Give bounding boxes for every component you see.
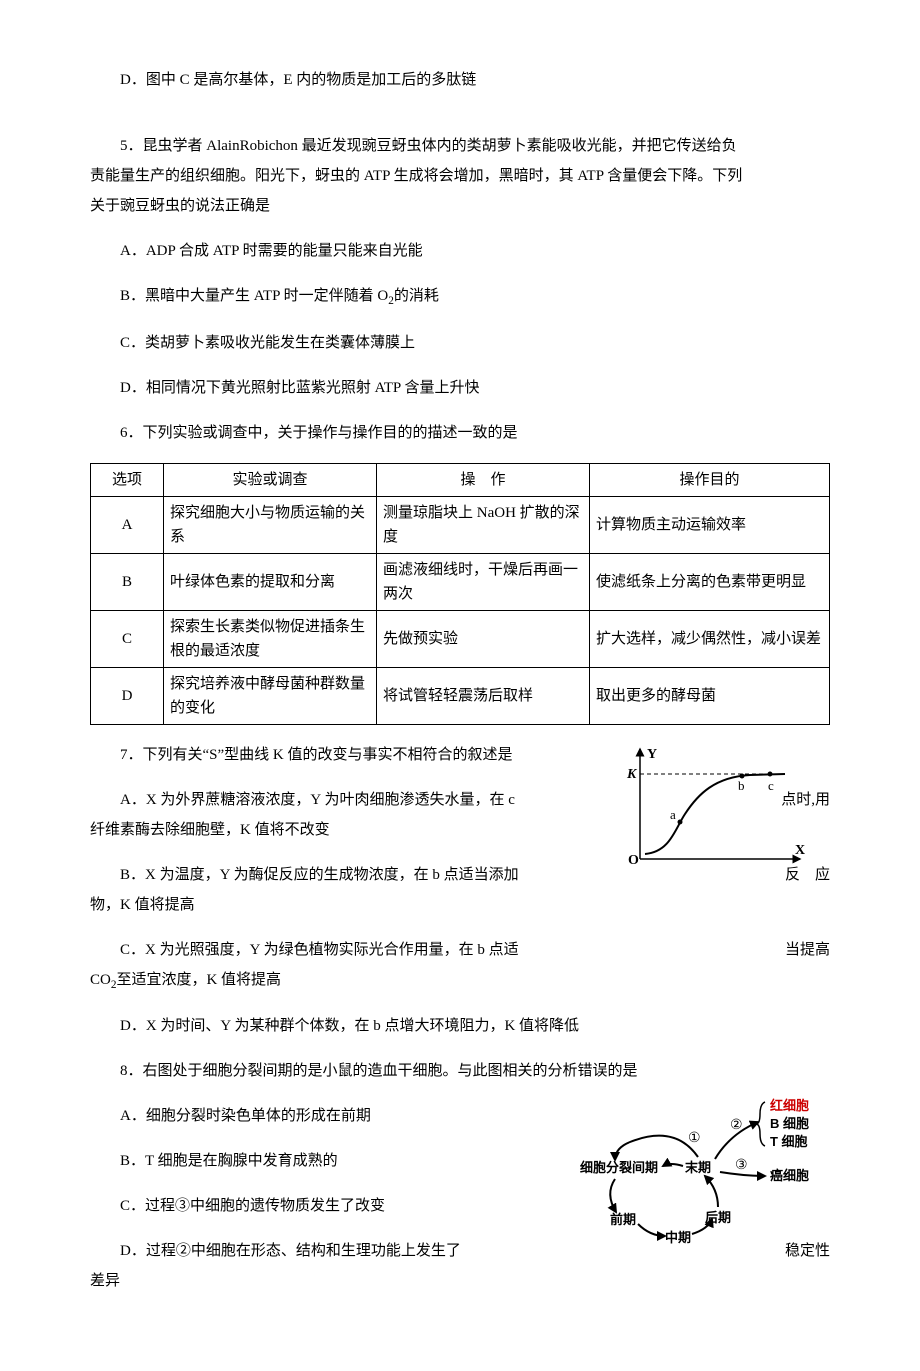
td-option: B [91,553,164,610]
q7-option-b-line2: 物，K 值将提高 [90,890,830,920]
th-experiment: 实验或调查 [164,463,377,496]
th-purpose: 操作目的 [590,463,830,496]
q8-option-d-line2: 差异 [90,1266,830,1296]
q8-stem: 8．右图处于细胞分裂间期的是小鼠的造血干细胞。与此图相关的分析错误的是 [90,1056,830,1086]
point-a-label: a [670,807,676,822]
td-option: A [91,496,164,553]
td-experiment: 叶绿体色素的提取和分离 [164,553,377,610]
table-row: D 探究培养液中酵母菌种群数量的变化 将试管轻轻震荡后取样 取出更多的酵母菌 [91,667,830,724]
td-option: C [91,610,164,667]
td-purpose: 计算物质主动运输效率 [590,496,830,553]
t-cell-label: T 细胞 [770,1134,808,1149]
td-operation: 画滤液细线时，干燥后再画一两次 [377,553,590,610]
circled-3: ③ [735,1156,748,1172]
td-experiment: 探究培养液中酵母菌种群数量的变化 [164,667,377,724]
q5-stem-line3: 关于豌豆蚜虫的说法正确是 [90,191,830,221]
table-row: C 探索生长素类似物促进插条生根的最适浓度 先做预实验 扩大选样，减少偶然性，减… [91,610,830,667]
q7-b-text: B．X 为温度，Y 为酶促反应的生成物浓度，在 b 点适当添加 [120,867,519,883]
q6-table: 选项 实验或调查 操 作 操作目的 A 探究细胞大小与物质运输的关系 测量琼脂块… [90,463,830,725]
prophase-label: 前期 [610,1212,636,1227]
k-label: K [626,767,638,782]
td-experiment: 探究细胞大小与物质运输的关系 [164,496,377,553]
q5-option-a: A．ADP 合成 ATP 时需要的能量只能来自光能 [90,236,830,266]
point-c-label: c [768,778,774,793]
table-row: A 探究细胞大小与物质运输的关系 测量琼脂块上 NaOH 扩散的深度 计算物质主… [91,496,830,553]
td-purpose: 扩大选样，减少偶然性，减小误差 [590,610,830,667]
axis-x-label: X [795,843,805,858]
q5-option-d: D．相同情况下黄光照射比蓝紫光照射 ATP 含量上升快 [90,373,830,403]
q7-s-curve-graph: Y X O K a b c [620,744,810,874]
th-option: 选项 [91,463,164,496]
td-operation: 先做预实验 [377,610,590,667]
table-header-row: 选项 实验或调查 操 作 操作目的 [91,463,830,496]
b-cell-label: B 细胞 [770,1116,809,1131]
q7-a-text: A．X 为外界蔗糖溶液浓度，Y 为叶肉细胞渗透失水量，在 c [120,792,515,808]
q5-b-pre: B．黑暗中大量产生 ATP 时一定伴随着 O [120,288,388,304]
q5-stem-line2: 责能量生产的组织细胞。阳光下，蚜虫的 ATP 生成将会增加，黑暗时，其 ATP … [90,161,830,191]
telophase-label: 末期 [684,1160,711,1175]
td-purpose: 取出更多的酵母菌 [590,667,830,724]
td-experiment: 探索生长素类似物促进插条生根的最适浓度 [164,610,377,667]
td-purpose: 使滤纸条上分离的色素带更明显 [590,553,830,610]
q5-stem-line1: 5．昆虫学者 AlainRobichon 最近发现豌豆蚜虫体内的类胡萝卜素能吸收… [90,131,830,161]
q7-c-text: C．X 为光照强度，Y 为绿色植物实际光合作用量，在 b 点适 [120,942,519,958]
q5-option-c: C．类胡萝卜素吸收光能发生在类囊体薄膜上 [90,328,830,358]
q6-stem: 6．下列实验或调查中，关于操作与操作目的的描述一致的是 [90,418,830,448]
circled-2: ② [730,1116,743,1132]
q7-option-d: D．X 为时间、Y 为某种群个体数，在 b 点增大环境阻力，K 值将降低 [90,1011,830,1041]
td-operation: 测量琼脂块上 NaOH 扩散的深度 [377,496,590,553]
q7-option-c-line1: C．X 为光照强度，Y 为绿色植物实际光合作用量，在 b 点适 当提高 [90,935,830,965]
table-row: B 叶绿体色素的提取和分离 画滤液细线时，干燥后再画一两次 使滤纸条上分离的色素… [91,553,830,610]
cancer-cell-label: 癌细胞 [770,1168,809,1183]
q7-block: Y X O K a b c 7．下列有关“S”型曲线 K 值的改变与事实不相符合… [90,740,830,1042]
q4-option-d: D．图中 C 是高尔基体，E 内的物质是加工后的多肽链 [90,65,830,95]
origin-label: O [628,853,639,868]
q7-c2-post: 至适宜浓度，K 值将提高 [116,972,281,988]
point-b-label: b [738,778,745,793]
axis-y-label: Y [647,747,657,762]
q7-option-c-line2: CO2至适宜浓度，K 值将提高 [90,965,830,997]
q7-c2-pre: CO [90,972,111,988]
q5-b-post: 的消耗 [394,288,439,304]
q8-d-text: D．过程②中细胞在形态、结构和生理功能上发生了 [120,1243,461,1259]
q7-c-tail: 当提高 [755,935,830,965]
q8-cell-cycle-diagram: 细胞分裂间期 前期 中期 后期 末期 ① ② ③ 红细胞 B 细胞 [570,1094,820,1244]
red-cell-label: 红细胞 [770,1098,809,1113]
td-option: D [91,667,164,724]
q8-block: 细胞分裂间期 前期 中期 后期 末期 ① ② ③ 红细胞 B 细胞 [90,1056,830,1296]
td-operation: 将试管轻轻震荡后取样 [377,667,590,724]
th-operation: 操 作 [377,463,590,496]
interphase-label: 细胞分裂间期 [580,1160,658,1175]
q5-option-b: B．黑暗中大量产生 ATP 时一定伴随着 O2的消耗 [90,281,830,313]
circled-1: ① [688,1129,701,1145]
metaphase-label: 中期 [665,1230,691,1244]
